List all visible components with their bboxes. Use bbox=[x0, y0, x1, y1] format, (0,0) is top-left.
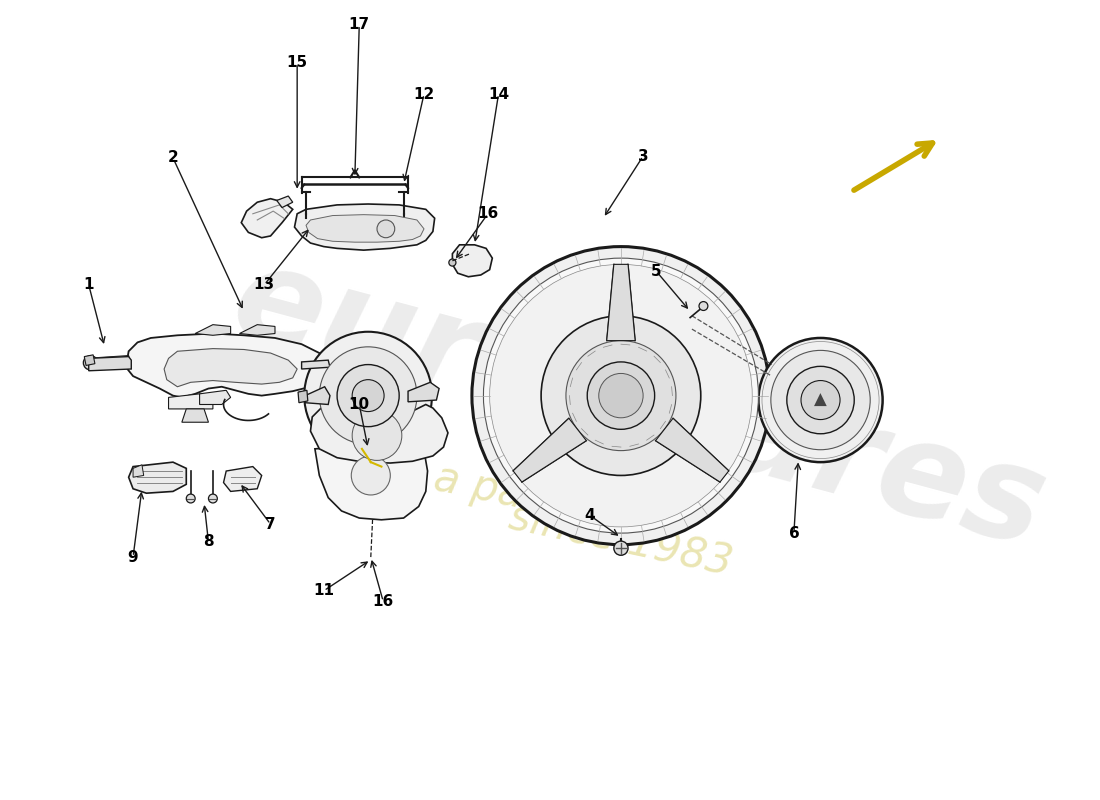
Text: 4: 4 bbox=[584, 508, 595, 523]
Polygon shape bbox=[656, 418, 729, 482]
Circle shape bbox=[351, 456, 390, 495]
Circle shape bbox=[377, 220, 395, 238]
Polygon shape bbox=[133, 465, 144, 478]
Circle shape bbox=[614, 541, 628, 555]
Polygon shape bbox=[129, 462, 186, 493]
Circle shape bbox=[84, 356, 98, 370]
Text: 6: 6 bbox=[789, 526, 800, 541]
Text: 8: 8 bbox=[204, 534, 213, 550]
Circle shape bbox=[587, 362, 654, 430]
Circle shape bbox=[786, 366, 855, 434]
Polygon shape bbox=[452, 245, 493, 277]
Text: 15: 15 bbox=[287, 55, 308, 70]
Circle shape bbox=[472, 246, 770, 545]
Text: 12: 12 bbox=[414, 86, 435, 102]
Polygon shape bbox=[298, 390, 308, 402]
Text: 13: 13 bbox=[254, 278, 275, 292]
Polygon shape bbox=[199, 390, 231, 405]
Polygon shape bbox=[89, 357, 131, 370]
Text: 16: 16 bbox=[477, 206, 498, 222]
Circle shape bbox=[801, 381, 840, 419]
Circle shape bbox=[771, 350, 870, 450]
Polygon shape bbox=[305, 386, 330, 405]
Polygon shape bbox=[85, 355, 95, 366]
Polygon shape bbox=[310, 405, 448, 463]
Circle shape bbox=[541, 316, 701, 475]
Circle shape bbox=[319, 347, 417, 445]
Text: eurospares: eurospares bbox=[219, 235, 1058, 574]
Polygon shape bbox=[306, 214, 424, 242]
Text: 2: 2 bbox=[167, 150, 178, 166]
Polygon shape bbox=[295, 204, 434, 250]
Circle shape bbox=[352, 410, 402, 460]
Text: 17: 17 bbox=[349, 18, 370, 32]
Polygon shape bbox=[301, 360, 330, 369]
Text: since 1983: since 1983 bbox=[505, 495, 737, 583]
Text: 16: 16 bbox=[373, 594, 394, 609]
Polygon shape bbox=[195, 325, 231, 335]
Text: ▲: ▲ bbox=[814, 391, 827, 409]
Text: 7: 7 bbox=[265, 517, 276, 532]
Circle shape bbox=[186, 494, 195, 503]
Circle shape bbox=[305, 332, 432, 459]
Polygon shape bbox=[408, 382, 439, 402]
Polygon shape bbox=[94, 357, 124, 362]
Polygon shape bbox=[513, 418, 586, 482]
Circle shape bbox=[449, 259, 455, 266]
Polygon shape bbox=[89, 356, 129, 367]
Text: 11: 11 bbox=[314, 583, 334, 598]
Polygon shape bbox=[241, 198, 293, 238]
Circle shape bbox=[352, 380, 384, 411]
Circle shape bbox=[483, 258, 758, 533]
Circle shape bbox=[598, 374, 644, 418]
Circle shape bbox=[758, 338, 882, 462]
Polygon shape bbox=[168, 394, 213, 409]
Circle shape bbox=[337, 365, 399, 426]
Polygon shape bbox=[223, 466, 262, 491]
Polygon shape bbox=[315, 447, 428, 520]
Polygon shape bbox=[277, 196, 293, 207]
Text: 10: 10 bbox=[349, 397, 370, 412]
Circle shape bbox=[209, 494, 218, 503]
Polygon shape bbox=[164, 349, 297, 386]
Text: 9: 9 bbox=[128, 550, 139, 565]
Polygon shape bbox=[240, 325, 275, 335]
Polygon shape bbox=[182, 409, 209, 422]
Text: 1: 1 bbox=[84, 278, 94, 292]
Text: a passion...: a passion... bbox=[430, 457, 670, 547]
Polygon shape bbox=[607, 264, 635, 341]
Text: 5: 5 bbox=[651, 264, 662, 279]
Polygon shape bbox=[126, 334, 327, 398]
Text: 14: 14 bbox=[488, 86, 509, 102]
Text: 3: 3 bbox=[638, 149, 648, 164]
Circle shape bbox=[698, 302, 708, 310]
Circle shape bbox=[565, 341, 675, 450]
Circle shape bbox=[490, 264, 752, 527]
